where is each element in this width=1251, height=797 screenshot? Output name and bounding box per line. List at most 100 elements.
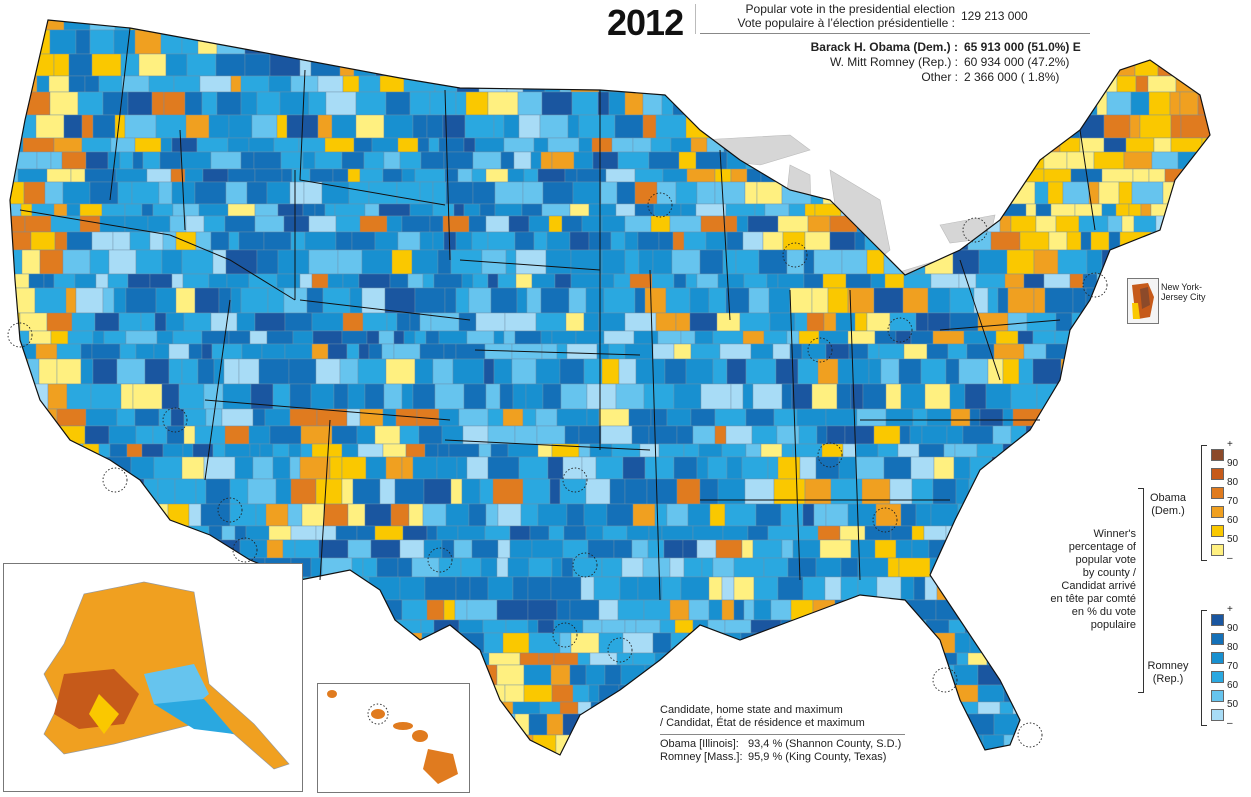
county (315, 358, 341, 385)
county (1079, 137, 1105, 153)
county (1093, 151, 1125, 170)
county (1075, 443, 1101, 458)
county (767, 456, 779, 480)
county (455, 287, 470, 314)
county (378, 330, 395, 345)
county (1023, 652, 1051, 666)
county (1202, 734, 1210, 755)
county (456, 456, 468, 480)
county (159, 151, 182, 170)
county (973, 557, 1000, 578)
county (281, 168, 293, 183)
county (685, 358, 714, 385)
county (526, 287, 542, 314)
county (34, 287, 67, 314)
county (661, 576, 682, 601)
county (458, 312, 477, 332)
county (341, 151, 365, 170)
county (343, 619, 357, 634)
county (421, 632, 446, 654)
county (1196, 75, 1210, 93)
county (844, 632, 863, 654)
county (743, 273, 768, 289)
county (62, 181, 91, 205)
county (963, 330, 987, 345)
county (1044, 503, 1069, 527)
county (351, 557, 364, 578)
county (1081, 652, 1093, 666)
county (1166, 215, 1191, 233)
county (441, 425, 464, 445)
county (1186, 599, 1200, 621)
county (403, 664, 418, 686)
county (364, 383, 385, 410)
county (1154, 734, 1166, 755)
county (733, 557, 765, 578)
county (149, 273, 173, 289)
county (1014, 664, 1043, 686)
county (1035, 203, 1052, 217)
county (1122, 758, 1134, 779)
county (673, 456, 698, 480)
county (403, 330, 416, 345)
county (335, 231, 353, 251)
county (114, 114, 126, 139)
county (895, 215, 912, 233)
county (820, 137, 834, 153)
county (885, 664, 914, 686)
county (842, 443, 857, 458)
county (500, 53, 529, 77)
county (98, 75, 123, 93)
county (171, 137, 198, 153)
hawaii-inset (317, 683, 470, 793)
county (772, 343, 791, 360)
county (570, 249, 603, 275)
county (981, 478, 1014, 505)
county (401, 215, 431, 233)
county (479, 478, 494, 505)
county (1109, 713, 1134, 736)
county (160, 137, 173, 153)
county (692, 619, 709, 634)
county (124, 203, 143, 217)
county (1169, 249, 1183, 275)
county (359, 168, 384, 183)
county (182, 273, 210, 289)
county (753, 599, 772, 621)
county (1179, 53, 1193, 77)
county (468, 287, 492, 314)
county (656, 75, 679, 93)
county (1122, 383, 1137, 410)
county (976, 151, 991, 170)
urban-county-marker (162, 407, 188, 433)
county (624, 249, 640, 275)
county (885, 408, 914, 427)
county (1206, 151, 1210, 170)
county (511, 358, 537, 385)
county (208, 114, 230, 139)
county (845, 273, 872, 289)
county (582, 619, 603, 634)
county (68, 75, 86, 93)
county (999, 701, 1014, 715)
hawaii-map (327, 690, 458, 784)
county (537, 619, 555, 634)
county (472, 273, 489, 289)
county (559, 701, 579, 715)
county (527, 599, 558, 621)
county (545, 249, 572, 275)
county (258, 20, 273, 31)
county (1121, 215, 1135, 233)
county (705, 231, 728, 251)
county (843, 684, 867, 703)
county (857, 557, 889, 578)
county (26, 503, 54, 527)
county (652, 343, 675, 360)
county (742, 383, 754, 410)
county (492, 478, 524, 505)
county (334, 29, 346, 55)
county (302, 619, 320, 634)
county (10, 358, 29, 385)
county (1135, 383, 1161, 410)
county (569, 231, 590, 251)
